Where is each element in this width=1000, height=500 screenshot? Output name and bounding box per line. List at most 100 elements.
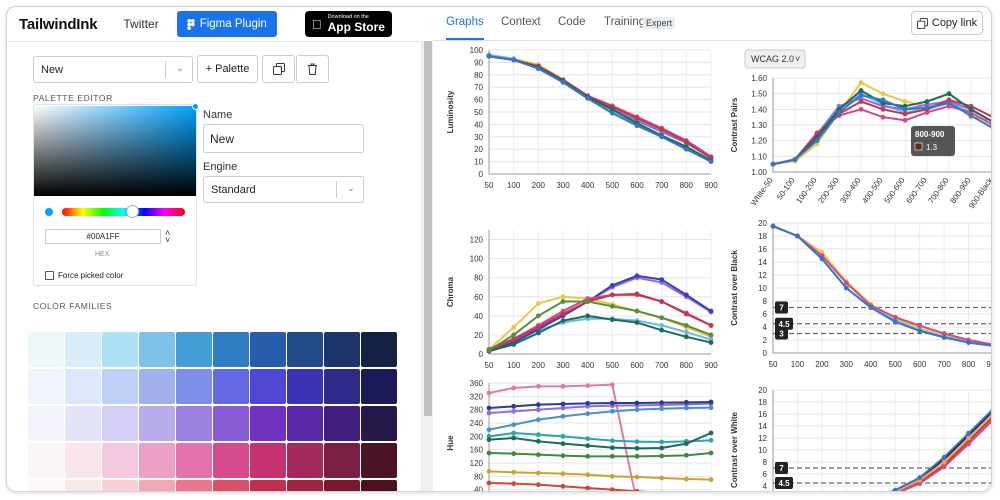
color-swatch[interactable] xyxy=(213,443,249,478)
color-swatch[interactable] xyxy=(176,369,212,404)
color-swatch[interactable] xyxy=(102,369,138,404)
color-swatch[interactable] xyxy=(102,406,138,441)
color-swatch[interactable] xyxy=(324,443,360,478)
color-swatch[interactable] xyxy=(287,443,323,478)
color-swatch[interactable] xyxy=(28,406,64,441)
color-swatch[interactable] xyxy=(65,480,101,491)
saturation-value-area[interactable] xyxy=(34,103,199,196)
color-swatch[interactable] xyxy=(139,406,175,441)
x-tick-label: 50 xyxy=(485,361,494,370)
data-point xyxy=(708,437,714,443)
color-swatch[interactable] xyxy=(250,443,286,478)
x-tick-label: 300-400 xyxy=(838,176,863,206)
series-line xyxy=(488,482,647,491)
color-families-label: COLOR FAMILIES xyxy=(33,301,113,311)
tab-context[interactable]: Context xyxy=(501,16,541,28)
color-swatch[interactable] xyxy=(102,480,138,491)
app-store-badge[interactable]:  Download on the App Store xyxy=(304,11,392,37)
data-point xyxy=(659,126,665,132)
color-swatch[interactable] xyxy=(65,369,101,404)
color-swatch[interactable] xyxy=(139,443,175,478)
color-swatch[interactable] xyxy=(176,443,212,478)
color-swatch[interactable] xyxy=(361,480,397,491)
color-swatch[interactable] xyxy=(176,332,212,367)
data-point xyxy=(858,99,864,104)
chevron-down-icon: ˅ xyxy=(795,54,800,64)
color-swatch[interactable] xyxy=(28,480,64,491)
engine-select[interactable]: Standard ⌄ xyxy=(203,176,364,203)
x-tick-label: 100 xyxy=(791,360,805,369)
checkbox-box[interactable] xyxy=(45,271,54,280)
color-swatch[interactable] xyxy=(324,406,360,441)
data-point xyxy=(917,328,923,334)
format-toggle-icon[interactable]: ˄ ˅ xyxy=(165,228,171,245)
color-swatch[interactable] xyxy=(250,332,286,367)
delete-palette-button[interactable] xyxy=(296,55,329,83)
data-point xyxy=(941,335,947,340)
color-swatch[interactable] xyxy=(287,406,323,441)
copy-link-button[interactable]: Copy link xyxy=(911,11,983,35)
chart-contrast-over-black: 0 2 4 6 8 10 12 14 16 18 20 50 100 200 300 400 500 600 700… xyxy=(730,219,992,369)
palette-select-value: New xyxy=(41,63,64,76)
color-swatch[interactable] xyxy=(102,332,138,367)
color-swatch[interactable] xyxy=(250,406,286,441)
add-palette-button[interactable]: + Palette xyxy=(197,55,258,83)
scrollbar-thumb[interactable] xyxy=(424,41,432,416)
color-swatch[interactable] xyxy=(250,480,286,491)
duplicate-palette-button[interactable] xyxy=(262,55,295,83)
color-swatch[interactable] xyxy=(213,332,249,367)
color-swatch[interactable] xyxy=(65,406,101,441)
color-swatch[interactable] xyxy=(324,369,360,404)
data-point xyxy=(560,413,566,419)
twitter-link[interactable]: Twitter xyxy=(123,17,159,31)
color-swatch[interactable] xyxy=(213,406,249,441)
color-swatch[interactable] xyxy=(324,332,360,367)
color-swatch[interactable] xyxy=(65,332,101,367)
color-swatch[interactable] xyxy=(139,480,175,491)
color-swatch[interactable] xyxy=(28,443,64,478)
color-swatch[interactable] xyxy=(176,406,212,441)
color-swatch[interactable] xyxy=(139,369,175,404)
color-swatch[interactable] xyxy=(361,443,397,478)
color-swatch[interactable] xyxy=(176,480,212,491)
x-tick-label: 900 xyxy=(986,360,992,369)
y-tick-label: 50 xyxy=(474,108,483,117)
series-line xyxy=(488,452,712,458)
palette-select[interactable]: New ⌄ xyxy=(33,56,193,83)
color-swatch[interactable] xyxy=(102,443,138,478)
color-swatch[interactable] xyxy=(65,443,101,478)
left-scrollbar[interactable] xyxy=(421,41,433,491)
figma-plugin-button[interactable]: Figma Plugin xyxy=(176,11,277,37)
color-swatch[interactable] xyxy=(287,369,323,404)
copy-icon xyxy=(272,63,285,75)
tab-graphs[interactable]: Graphs xyxy=(446,16,484,28)
color-swatch[interactable] xyxy=(287,332,323,367)
name-input[interactable]: New xyxy=(203,124,364,153)
sv-knob[interactable] xyxy=(192,103,199,110)
tab-code[interactable]: Code xyxy=(558,16,586,28)
color-swatch[interactable] xyxy=(213,480,249,491)
color-swatch[interactable] xyxy=(361,332,397,367)
color-swatch[interactable] xyxy=(28,369,64,404)
hex-input[interactable]: #00A1FF xyxy=(45,229,161,244)
tab-training[interactable]: Training xyxy=(604,16,646,28)
hue-slider[interactable] xyxy=(62,208,185,216)
data-point xyxy=(585,299,591,304)
color-swatch[interactable] xyxy=(139,332,175,367)
color-swatch[interactable] xyxy=(213,369,249,404)
color-swatch[interactable] xyxy=(28,332,64,367)
data-point xyxy=(634,445,640,451)
color-swatch[interactable] xyxy=(361,406,397,441)
color-swatch[interactable] xyxy=(250,369,286,404)
force-picked-color-checkbox[interactable]: Force picked color xyxy=(45,271,123,280)
view-tabs xyxy=(433,7,991,41)
series-line xyxy=(897,417,991,491)
data-point xyxy=(966,435,971,441)
color-swatch[interactable] xyxy=(361,369,397,404)
color-swatch[interactable] xyxy=(324,480,360,491)
hue-slider-handle[interactable] xyxy=(126,205,139,218)
threshold-badge xyxy=(775,327,788,340)
data-point xyxy=(924,99,930,104)
wcag-select[interactable]: WCAG 2.0 ˅ xyxy=(744,49,806,69)
color-swatch[interactable] xyxy=(287,480,323,491)
